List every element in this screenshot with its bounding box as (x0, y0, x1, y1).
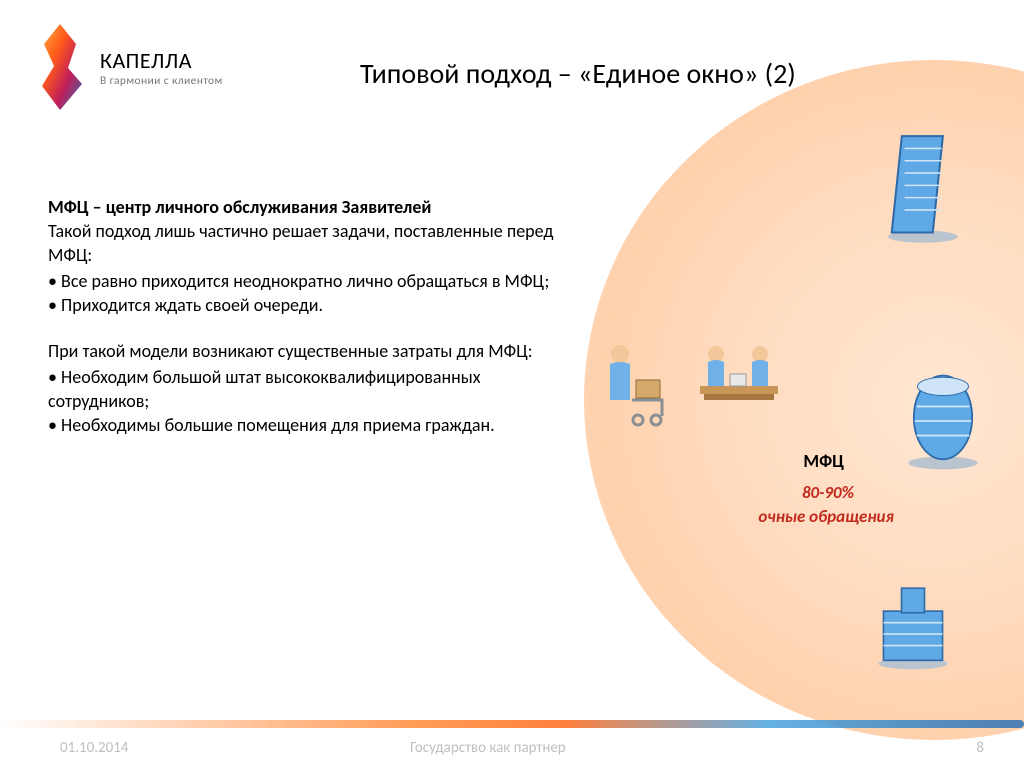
list-item: Все равно приходится неоднократно лично … (48, 270, 578, 294)
footer-page: 8 (976, 739, 984, 757)
person-desk-icon (694, 340, 784, 430)
list-item: Необходим большой штат высококвалифициро… (48, 366, 578, 414)
intro-1: Такой подход лишь частично решает задачи… (48, 220, 578, 268)
list-item: Приходится ждать своей очереди. (48, 294, 578, 318)
building-office-icon (872, 580, 954, 690)
footer: 01.10.2014 Государство как партнер 8 (0, 728, 1024, 768)
people-icons (598, 340, 784, 430)
logo-name: КАПЕЛЛА (100, 47, 223, 74)
page-title: Типовой подход – «Единое окно» (2) (360, 56, 796, 91)
logo: КАПЕЛЛА В гармонии с клиентом (30, 24, 223, 110)
mfc-stat-text: очные обращения (758, 506, 894, 527)
body-text: МФЦ – центр личного обслуживания Заявите… (48, 196, 578, 437)
building-skyscraper-icon (882, 130, 964, 240)
footer-date: 01.10.2014 (60, 739, 128, 757)
person-cart-icon (598, 340, 668, 430)
mfc-label: МФЦ (803, 450, 844, 472)
building-round-icon (902, 370, 984, 480)
heading: МФЦ – центр личного обслуживания Заявите… (48, 196, 431, 218)
logo-tagline: В гармонии с клиентом (100, 74, 223, 88)
mfc-stat-pct: 80-90% (802, 482, 854, 503)
intro-2: При такой модели возникают существенные … (48, 340, 578, 364)
divider-bar (0, 720, 1024, 728)
list-item: Необходимы большие помещения для приема … (48, 414, 578, 438)
logo-mark-icon (30, 24, 90, 110)
footer-source: Государство как партнер (410, 739, 566, 757)
